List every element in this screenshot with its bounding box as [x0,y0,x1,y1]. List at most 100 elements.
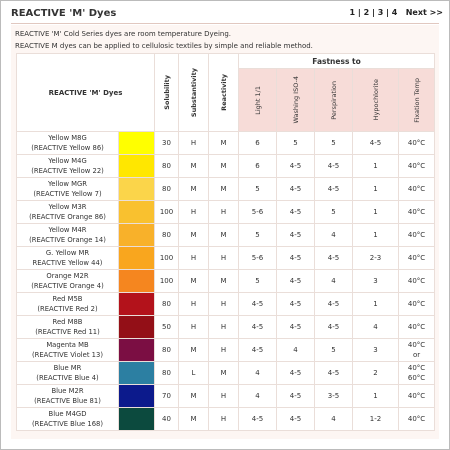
value-cell: H [208,200,239,224]
value-cell: 4-5 [276,177,315,201]
page-link-4[interactable]: 4 [391,8,398,17]
value-cell: 4-5 [314,177,353,201]
value-cell: 80 [154,292,179,316]
fastness-group-header: Fastness to [237,53,436,69]
value-cell: H [208,384,239,408]
value-cell: 3 [352,338,399,362]
value-cell: M [178,407,209,431]
table-row: Red M5B (REACTIVE Red 2) 80 H H 4-5 4-5 4-5 1 40°… [16,292,436,316]
value-cell: 5 [238,177,277,201]
value-cell: 4-5 [276,200,315,224]
page-title: REACTIVE 'M' Dyes [11,8,117,19]
color-swatch [118,338,155,362]
value-cell: 4 [314,269,353,293]
value-cell: 4-5 [314,361,353,385]
value-cell: 4-5 [314,246,353,270]
dye-name-line: Blue M4GD [48,410,87,418]
color-swatch [118,292,155,316]
value-cell: H [178,200,209,224]
dye-name-line: Yellow M3R [48,203,87,211]
page-link-2[interactable]: 2 [363,8,370,17]
dye-name-cell: Yellow MGR (REACTIVE Yellow 7) [16,177,119,201]
table-row: Orange M2R (REACTIVE Orange 4) 100 M M 5 4-5 4 3… [16,269,436,293]
value-cell: M [178,338,209,362]
value-cell: 100 [154,246,179,270]
value-cell: 4-5 [276,269,315,293]
value-cell: M [178,223,209,247]
dye-name-line: Yellow M4R [48,226,87,234]
value-cell: 5 [238,223,277,247]
dye-name-cell: Blue M4GD (REACTIVE Blue 168) [16,407,119,431]
table-row: Blue M4GD (REACTIVE Blue 168) 40 M H 4-5 4-5 4 1… [16,407,436,431]
dyes-table: REACTIVE 'M' Dyes Solubility Substantivi… [16,53,436,431]
value-cell: 40°C [397,292,436,316]
dye-name-cell: Orange M2R (REACTIVE Orange 4) [16,269,119,293]
page-link-3[interactable]: 3 [377,8,384,17]
value-cell: 1 [352,200,399,224]
col-header-substantivity: Substantivity [178,53,209,132]
intro-text: REACTIVE 'M' Cold Series dyes are room t… [15,28,313,52]
dye-name-line: Yellow M4G [48,157,87,165]
col-header-solubility: Solubility [154,53,179,132]
value-cell: 3-5 [314,384,353,408]
value-cell: 4-5 [352,131,399,155]
color-swatch [118,200,155,224]
value-cell: L [178,361,209,385]
col-header-hypochlorite: Hypochlorite [352,68,399,132]
dye-name-line: (REACTIVE Yellow 7) [33,190,102,198]
dye-name-line: (REACTIVE Orange 14) [29,236,106,244]
dye-name-line: Orange M2R [46,272,89,280]
value-cell: M [208,223,239,247]
value-cell: 6 [238,131,277,155]
table-row: Yellow MGR (REACTIVE Yellow 7) 80 M M 5 4-5 4-5… [16,177,436,201]
value-cell: M [178,177,209,201]
page-link-1[interactable]: 1 [349,8,356,17]
value-cell: 40°C [397,223,436,247]
value-cell: 40 [154,407,179,431]
color-swatch [118,154,155,178]
value-cell: 4-5 [238,407,277,431]
dye-name-line: (REACTIVE Blue 4) [36,374,99,382]
value-cell: 1 [352,384,399,408]
value-cell: 80 [154,361,179,385]
table-row: Blue MR (REACTIVE Blue 4) 80 L M 4 4-5 4-5 2 40°C… [16,361,436,385]
value-cell: 4-5 [276,361,315,385]
value-cell: 4-5 [238,292,277,316]
dye-name-line: Red M5B [52,295,83,303]
color-swatch [118,269,155,293]
value-cell: 4-5 [314,154,353,178]
pagination: 1 | 2 | 3 | 4 Next >> [349,8,443,17]
table-row: Yellow M4G (REACTIVE Yellow 22) 80 M M 6 4-5 4-… [16,154,436,178]
color-swatch [118,384,155,408]
dye-name-line: (REACTIVE Orange 4) [31,282,104,290]
color-swatch [118,223,155,247]
value-cell: 2-3 [352,246,399,270]
next-link[interactable]: Next >> [405,8,443,17]
dye-name-cell: Yellow M4G (REACTIVE Yellow 22) [16,154,119,178]
value-cell: 40°C 60°C [397,361,436,385]
dye-name-line: (REACTIVE Yellow 22) [31,167,104,175]
value-cell: M [208,177,239,201]
value-cell: 1-2 [352,407,399,431]
dye-name-line: (REACTIVE Violet 13) [32,351,103,359]
value-cell: M [208,131,239,155]
dyes-column-header: REACTIVE 'M' Dyes [16,53,155,132]
value-cell: 4-5 [314,315,353,339]
value-cell: 40°C [397,131,436,155]
dye-name-line: Yellow MGR [48,180,87,188]
dye-name-line: (REACTIVE Blue 81) [34,397,101,405]
value-cell: 80 [154,177,179,201]
color-swatch [118,246,155,270]
dye-name-line: REACTIVE Yellow 44) [32,259,103,267]
dye-name-cell: Red M5B (REACTIVE Red 2) [16,292,119,316]
intro-line: REACTIVE 'M' Cold Series dyes are room t… [15,30,232,38]
value-cell: 4-5 [276,407,315,431]
value-cell: 6 [238,154,277,178]
color-swatch [118,361,155,385]
value-cell: 1 [352,177,399,201]
value-cell: 100 [154,200,179,224]
value-cell: 40°C [397,246,436,270]
value-cell: 4 [238,361,277,385]
value-cell: H [178,246,209,270]
col-header-reactivity: Reactivity [208,53,239,132]
